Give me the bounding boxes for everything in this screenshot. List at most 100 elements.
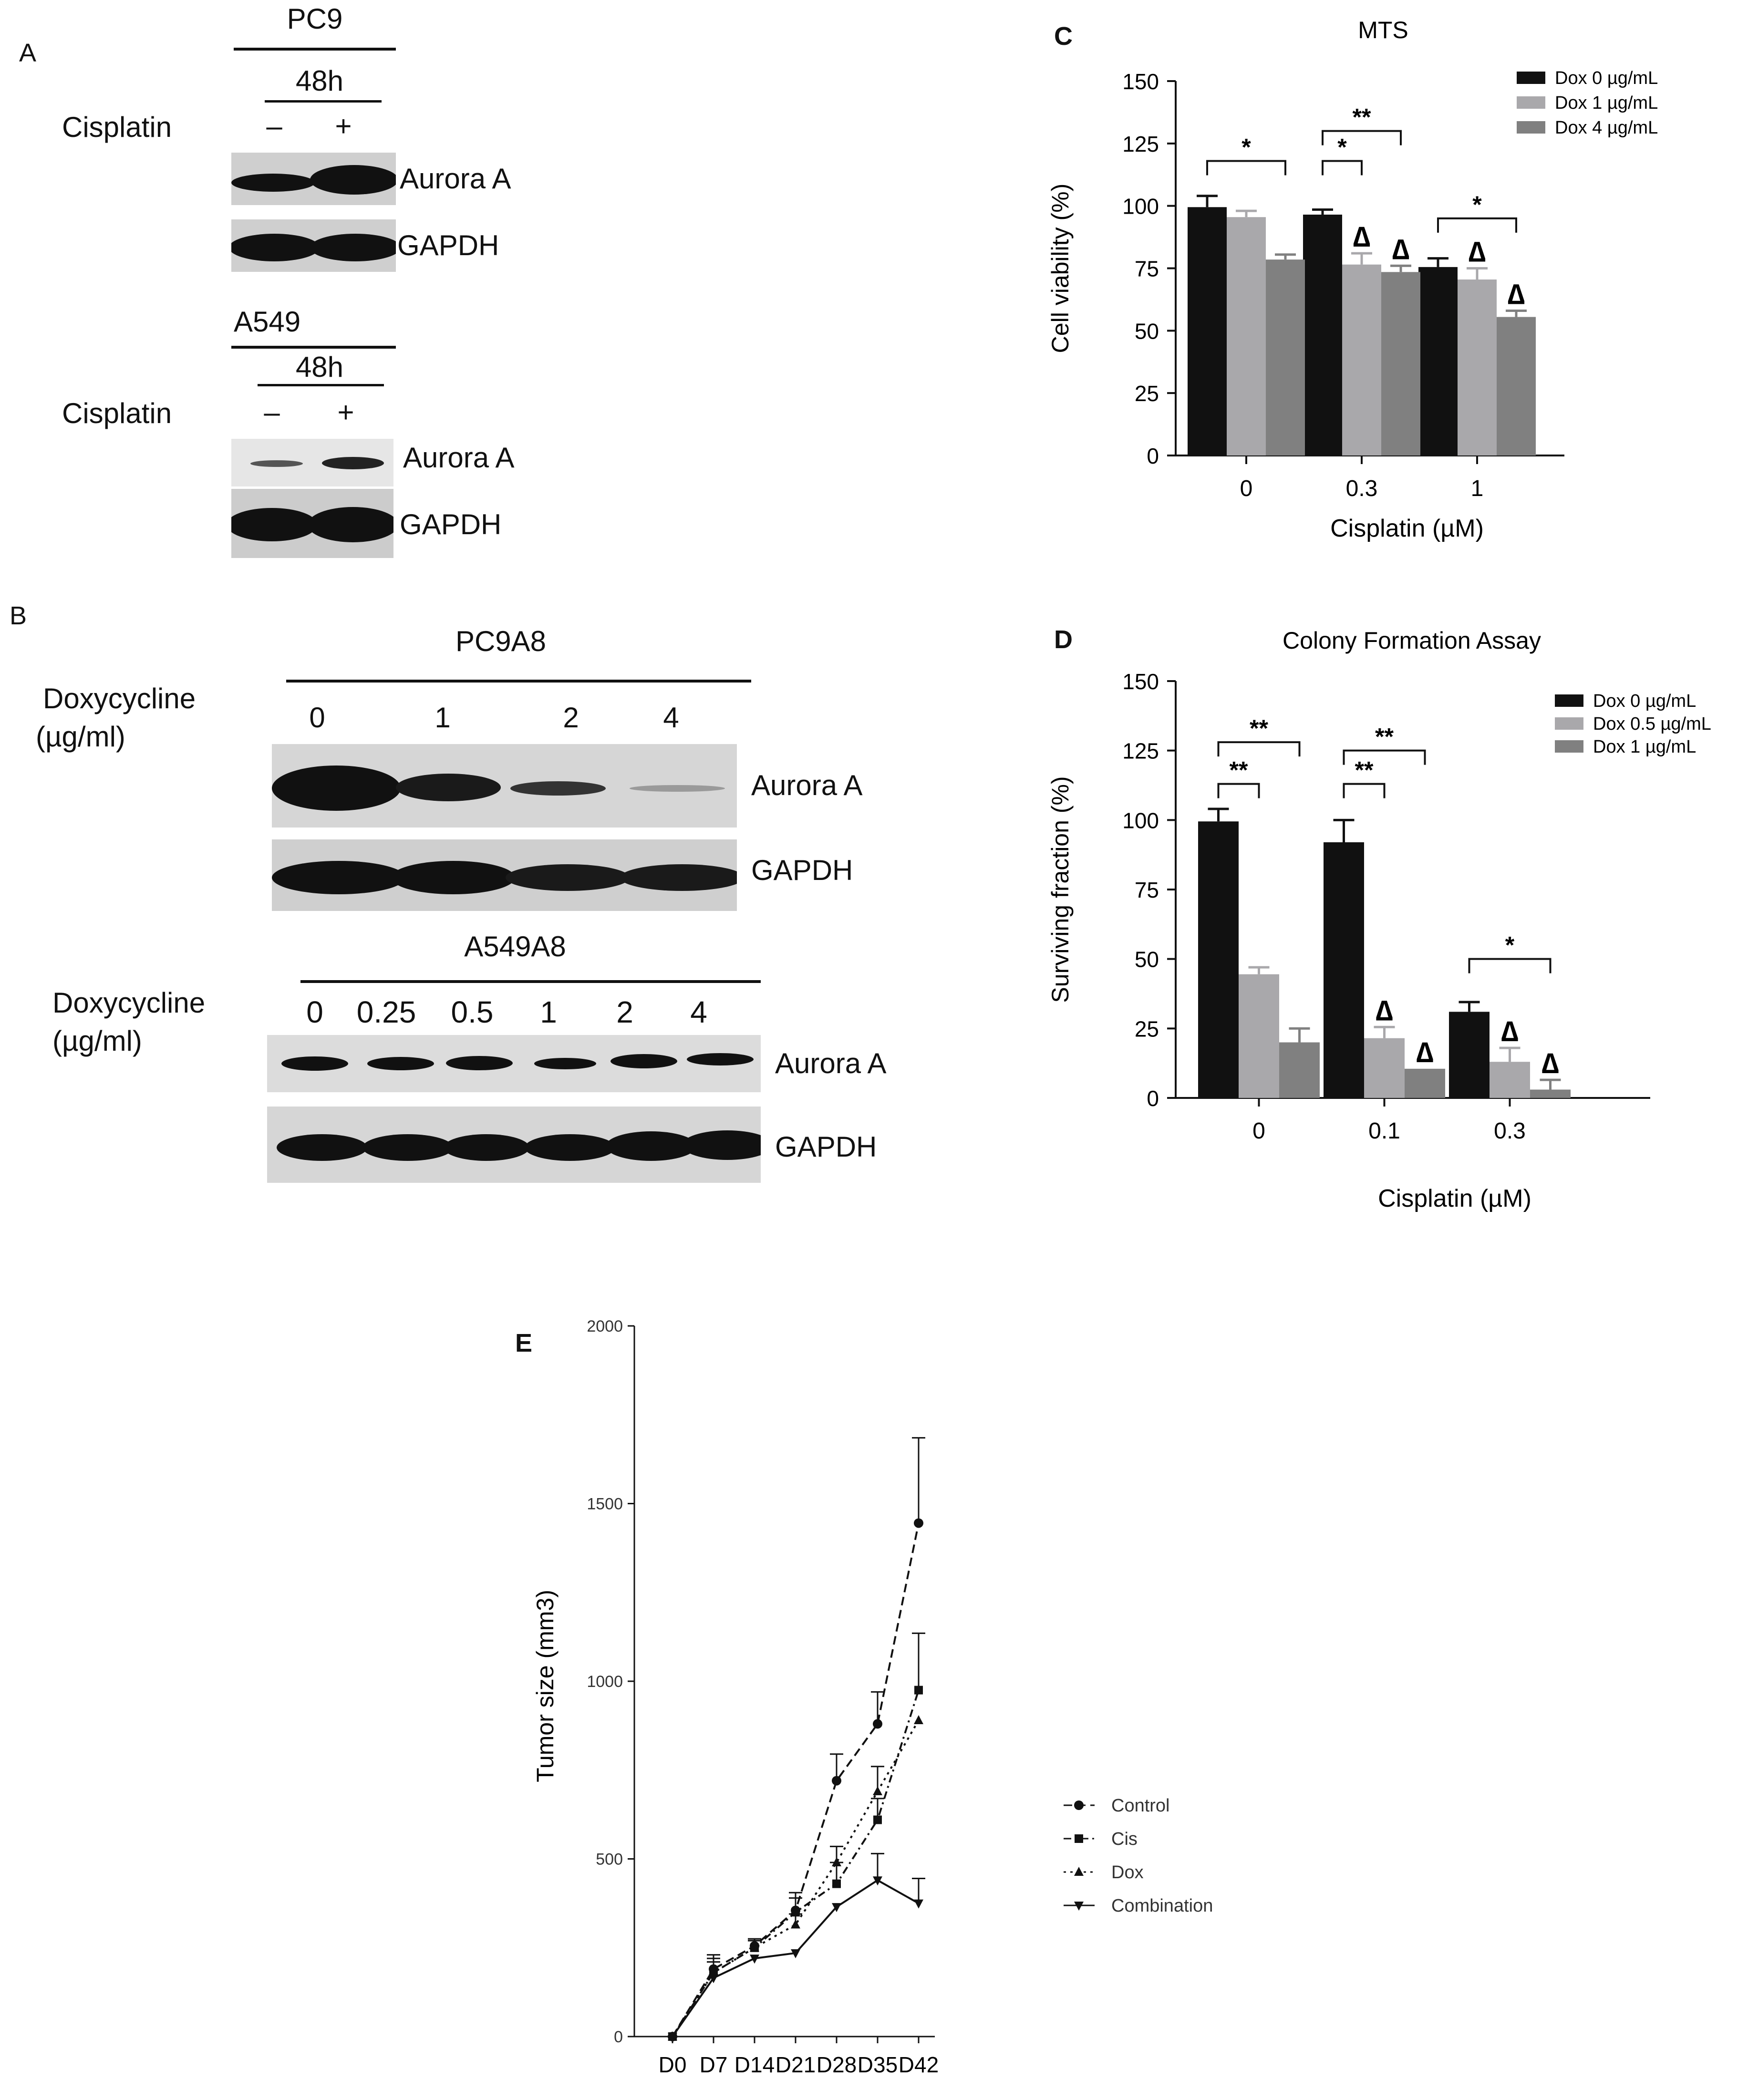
a549-time-line [258,384,384,386]
y-tick-label: 0 [614,2028,623,2046]
y-tick-label: 1500 [587,1495,623,1513]
delta-marker: ∆ [1501,1015,1519,1047]
a549-time-label: 48h [295,351,344,383]
y-tick-label: 0 [1147,444,1159,468]
a549a8-gapdh-blot [267,1107,761,1183]
legend-swatch [1517,96,1545,109]
legend-label: Dox 1 µg/mL [1593,737,1696,757]
y-tick-label: 2000 [587,1317,623,1335]
data-point [791,1919,800,1929]
a549-treatment-label: Cisplatin [62,397,172,429]
a549-lane-plus: + [337,396,354,428]
x-tick-label: D21 [776,2052,816,2077]
data-point [914,1518,923,1528]
pc9a8-treatment-label: Doxycycline [43,683,196,714]
pc9a8-header-line [286,680,751,683]
x-axis-label: Cisplatin (µM) [1330,515,1484,542]
blot-band [231,174,315,192]
y-tick-label: 150 [1122,669,1159,694]
a549-gapdh-label: GAPDH [400,508,502,540]
y-tick-label: 150 [1122,69,1159,94]
pc9-aurora-label: Aurora A [400,163,511,195]
a549a8-lane: 1 [540,995,557,1029]
significance-bracket [1343,783,1386,798]
pc9-cell-label: PC9 [287,3,343,35]
blot-band [281,1056,348,1071]
blot-band [272,766,401,811]
blot-band [308,507,393,542]
blot-band [682,1130,761,1160]
panel-letter-b: B [10,601,27,630]
a549-cell-label: A549 [234,306,301,338]
bar [1530,1089,1571,1098]
blot-band [534,1058,596,1069]
legend-label: Cis [1111,1829,1138,1849]
blot-band [310,165,396,195]
pc9-aurora-blot [231,153,396,205]
significance-label: ** [1250,715,1268,742]
y-tick-label: 125 [1122,132,1159,156]
legend-label: Control [1111,1796,1170,1816]
significance-label: * [1505,932,1515,959]
a549a8-lane: 0.5 [451,995,494,1029]
y-tick-label: 50 [1135,319,1159,343]
blot-band [391,861,515,894]
x-tick-label: 0.3 [1346,476,1378,501]
a549a8-aurora-label: Aurora A [775,1047,887,1079]
blot-band [506,864,630,891]
a549a8-lane: 2 [616,995,633,1029]
bar [1266,259,1305,455]
data-point [668,2033,677,2042]
a549-aurora-label: Aurora A [403,442,515,474]
data-point [1074,1867,1084,1876]
significance-bracket [1343,749,1426,765]
blot-band [250,460,303,467]
series-line [672,1523,920,2038]
pc9-gapdh-blot [231,219,396,272]
y-axis-label: Surviving fraction (%) [1047,776,1074,1003]
legend-label: Dox 4 µg/mL [1555,118,1658,138]
pc9a8-gapdh-blot [272,839,737,911]
delta-marker: ∆ [1376,994,1393,1026]
legend-swatch [1555,740,1583,753]
blot-band [446,1056,513,1070]
bar [1188,207,1227,455]
bar [1405,1068,1445,1098]
blot-band [367,1057,434,1070]
pc9-gapdh-label: GAPDH [397,229,499,261]
blot-band [231,508,317,541]
pc9a8-lane: 2 [563,702,579,734]
y-tick-label: 25 [1135,1016,1159,1041]
blot-band [630,785,725,792]
bar [1490,1062,1530,1098]
data-point [914,1715,923,1724]
pc9-time-label: 48h [295,65,344,97]
pc9-time-line [265,100,382,103]
a549a8-treatment-label: Doxycycline [52,987,206,1019]
x-tick-label: D14 [735,2052,775,2077]
delta-marker: ∆ [1541,1047,1559,1079]
x-tick-label: 0.1 [1368,1118,1400,1144]
legend-label: Dox 0 µg/mL [1593,691,1696,711]
data-point [914,1899,923,1909]
a549-gapdh-blot [231,489,393,558]
colony-bar-chart: Colony Formation Assay 0 25 50 75 100 125 150 0 0… [1047,627,1711,1212]
data-point [709,1974,718,1984]
blot-band [231,234,320,261]
significance-label: ** [1355,757,1374,784]
pc9-treatment-label: Cisplatin [62,111,172,143]
x-tick-label: 0 [1252,1118,1265,1144]
panel-letter-e: E [515,1329,533,1357]
pc9a8-aurora-label: Aurora A [751,769,863,801]
legend-label: Combination [1111,1896,1213,1916]
y-tick-label: 125 [1122,739,1159,764]
blot-band [362,1134,453,1161]
y-tick-label: 25 [1135,381,1159,406]
pc9a8-gapdh-label: GAPDH [751,854,853,886]
data-point [873,1815,882,1824]
x-tick-label: D42 [899,2052,939,2077]
data-point [914,1686,923,1695]
x-axis-label: Cisplatin (µM) [1378,1185,1531,1212]
a549a8-lane: 0.25 [356,995,416,1029]
data-point [750,1942,759,1952]
